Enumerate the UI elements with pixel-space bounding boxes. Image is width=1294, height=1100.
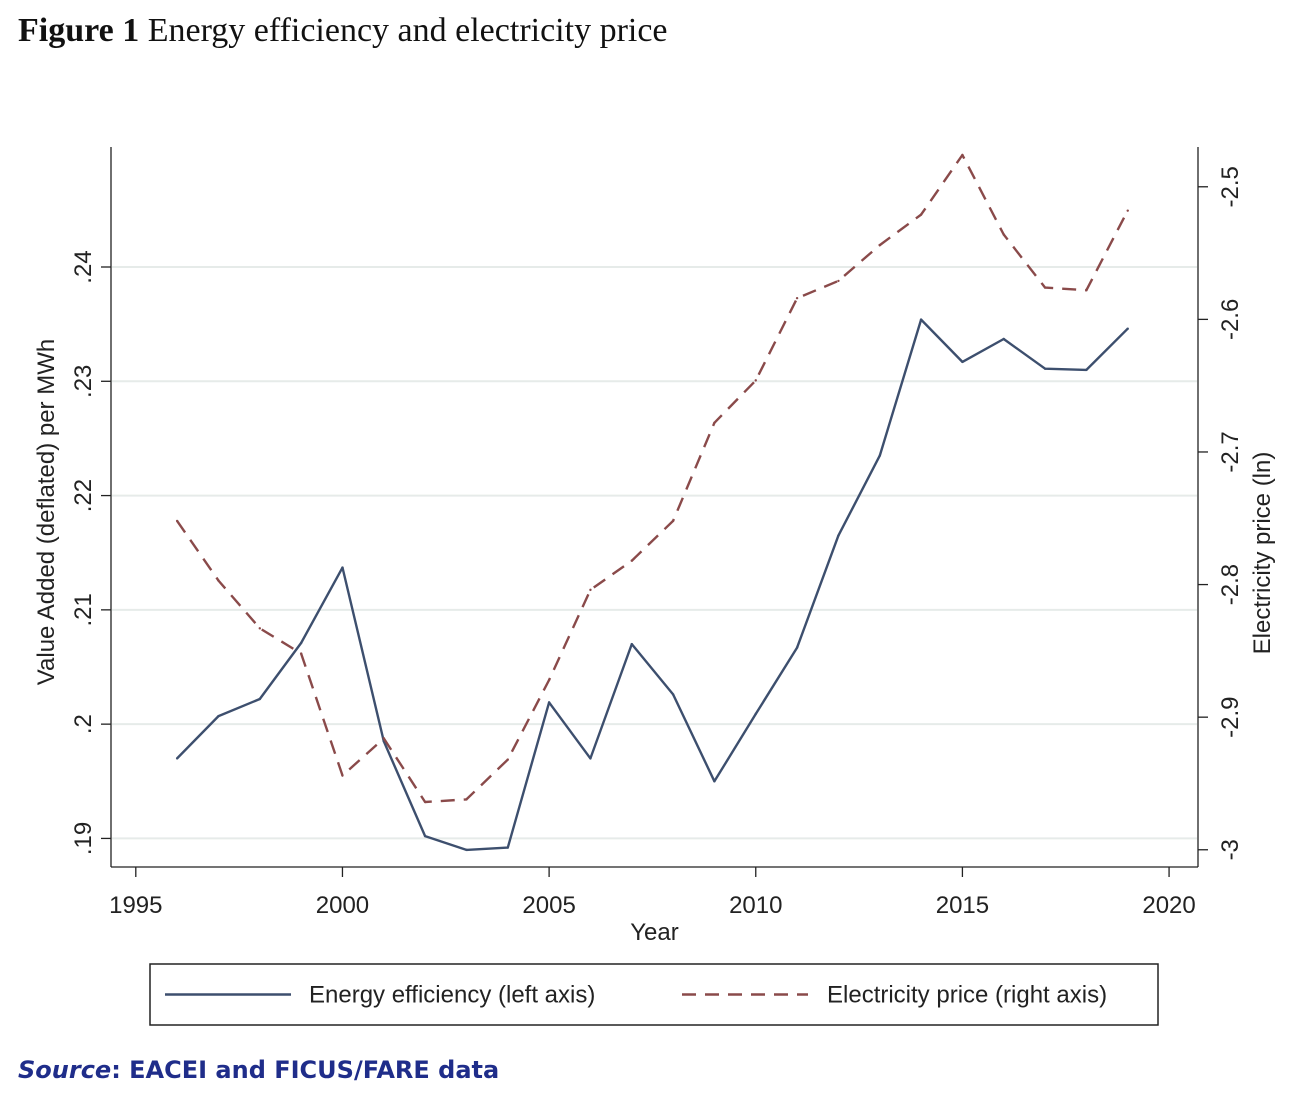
data-point-series-1 — [919, 213, 923, 216]
data-point-series-1 — [1043, 286, 1047, 289]
data-point-series-1 — [878, 243, 881, 247]
legend-label-electricity-price: Electricity price (right axis) — [827, 982, 1107, 1009]
dual-axis-line-chart: .19 .2 .21 .22 .23 .24 -3 -2.9 -2.8 -2.7 -2.6 -2.5 1… — [33, 147, 1276, 1026]
data-point-series-1 — [175, 519, 179, 523]
right-tick-label: -3 — [1217, 839, 1244, 860]
axes — [101, 147, 1208, 877]
right-tick-label: -2.8 — [1217, 564, 1244, 605]
data-point-series-1 — [837, 279, 840, 283]
data-point-series-1 — [671, 519, 675, 523]
data-point-series-0 — [299, 641, 303, 645]
data-point-series-0 — [423, 834, 427, 838]
data-point-series-0 — [1043, 367, 1047, 370]
x-tick-label: 1995 — [109, 892, 162, 919]
data-point-series-1 — [506, 758, 509, 761]
series-lines — [175, 153, 1129, 852]
data-point-series-1 — [547, 678, 551, 682]
data-point-series-1 — [423, 800, 427, 804]
data-point-series-1 — [465, 798, 468, 801]
data-point-series-1 — [1085, 289, 1088, 292]
data-point-series-1 — [299, 652, 303, 655]
y-axis-left-title: Value Added (deflated) per MWh — [33, 339, 60, 685]
data-point-series-1 — [341, 774, 344, 777]
data-point-series-0 — [754, 712, 757, 716]
source-text: : EACEI and FICUS/FARE data — [111, 1056, 500, 1084]
x-tick-label: 2000 — [316, 892, 369, 919]
data-point-series-1 — [795, 296, 799, 300]
data-point-series-0 — [465, 848, 468, 852]
right-tick-label: -2.6 — [1217, 299, 1244, 340]
data-point-series-1 — [258, 627, 261, 630]
legend-box — [149, 963, 1159, 1026]
data-point-series-0 — [589, 757, 592, 760]
legend: Energy efficiency (left axis) Electricity… — [149, 963, 1159, 1026]
data-point-series-0 — [919, 318, 923, 321]
right-tick-label: -2.9 — [1217, 696, 1244, 737]
data-point-series-1 — [630, 559, 633, 562]
right-tick-label: -2.7 — [1217, 431, 1244, 472]
source-label: Source — [18, 1056, 112, 1084]
data-point-series-1 — [713, 421, 716, 425]
left-tick-label: .21 — [70, 593, 97, 626]
x-axis-title: Year — [630, 919, 679, 946]
data-point-series-0 — [837, 534, 840, 537]
figure-title-text: Energy efficiency and electricity price — [147, 12, 668, 49]
series-line-electricity-price — [176, 153, 1129, 804]
left-tick-label: .23 — [70, 365, 97, 398]
data-point-series-0 — [547, 701, 551, 704]
data-point-series-0 — [961, 360, 964, 364]
left-tick-label: .19 — [70, 822, 97, 855]
data-point-series-0 — [1002, 337, 1005, 341]
data-point-series-1 — [1002, 233, 1005, 236]
axis-labels: .19 .2 .21 .22 .23 .24 -3 -2.9 -2.8 -2.7 -2.6 -2.5 1… — [33, 166, 1276, 946]
figure-title: Figure 1 Energy efficiency and electrici… — [18, 12, 668, 50]
left-tick-label: .24 — [70, 250, 97, 283]
data-point-series-0 — [1126, 327, 1129, 330]
grid-lines — [112, 266, 1197, 840]
data-point-series-1 — [382, 737, 385, 740]
data-point-series-0 — [258, 697, 261, 701]
x-tick-label: 2020 — [1142, 892, 1195, 919]
source-note: Source: EACEI and FICUS/FARE data — [18, 1056, 499, 1084]
data-point-series-1 — [589, 588, 592, 592]
y-axis-right-title: Electricity price (ln) — [1249, 452, 1276, 655]
figure-label: Figure 1 — [18, 12, 140, 49]
x-tick-label: 2010 — [729, 892, 782, 919]
series-line-energy-efficiency — [176, 318, 1129, 852]
data-point-series-0 — [175, 757, 179, 760]
data-point-series-0 — [630, 642, 633, 646]
data-point-series-1 — [961, 153, 964, 157]
data-point-series-1 — [217, 579, 220, 582]
left-tick-label: .2 — [70, 714, 97, 734]
data-point-series-0 — [341, 566, 344, 569]
right-tick-label: -2.5 — [1217, 166, 1244, 207]
legend-label-energy-efficiency: Energy efficiency (left axis) — [309, 982, 595, 1009]
data-point-series-0 — [795, 646, 799, 649]
x-tick-label: 2005 — [522, 892, 575, 919]
data-point-series-0 — [217, 714, 220, 718]
data-point-series-0 — [1085, 368, 1088, 372]
data-point-series-0 — [878, 454, 881, 457]
data-point-series-0 — [713, 780, 716, 783]
data-point-series-0 — [506, 846, 509, 849]
data-point-series-1 — [754, 379, 757, 382]
data-point-series-1 — [1126, 209, 1129, 212]
x-tick-label: 2015 — [936, 892, 989, 919]
left-tick-label: .22 — [70, 479, 97, 512]
data-point-series-0 — [671, 693, 675, 696]
